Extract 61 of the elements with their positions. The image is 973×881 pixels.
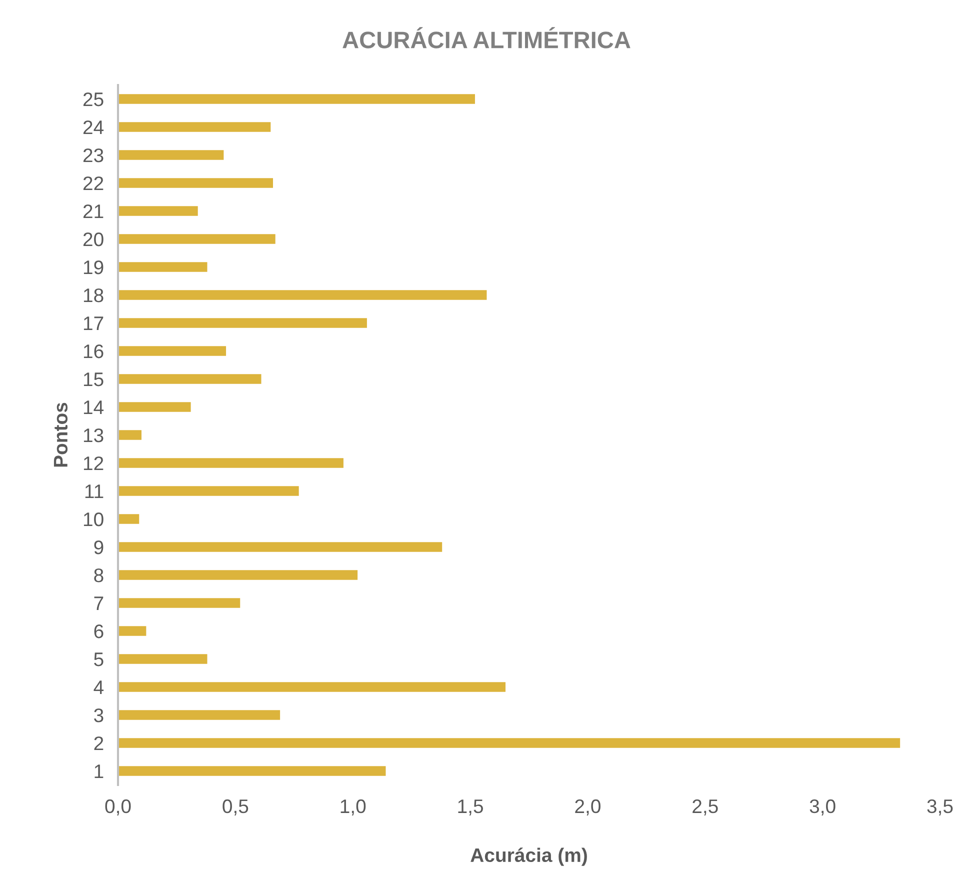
x-tick-label: 2,5 (692, 799, 718, 816)
y-tick-label: 11 (85, 484, 104, 498)
x-tick-label: 1,0 (340, 799, 366, 816)
x-tick-label: 0,0 (105, 799, 131, 816)
y-tick-label: 17 (84, 316, 104, 330)
x-tick-label: 1,5 (458, 800, 483, 816)
bar (118, 150, 224, 160)
y-tick-label: 21 (83, 204, 104, 218)
y-axis-title: Pontos (54, 402, 68, 467)
x-tick-label: 2,0 (575, 799, 600, 816)
bar (118, 346, 226, 356)
y-tick-label: 7 (94, 596, 104, 610)
y-tick-label: 23 (83, 148, 104, 162)
bar (118, 290, 487, 300)
bar (118, 402, 191, 412)
bar (118, 206, 198, 216)
bar (118, 654, 208, 664)
y-tick-label: 24 (83, 120, 104, 134)
bar (118, 598, 240, 608)
y-tick-label: 12 (84, 456, 104, 470)
bar (118, 374, 262, 384)
y-tick-label: 8 (94, 568, 104, 582)
y-tick-label: 3 (94, 708, 104, 722)
y-tick-label: 16 (84, 344, 104, 358)
y-tick-label: 15 (84, 372, 104, 386)
y-tick-label: 13 (84, 428, 104, 442)
bar (118, 430, 142, 440)
y-tick-label: 25 (83, 92, 104, 106)
bar (118, 766, 386, 776)
bar (118, 122, 271, 132)
y-tick-label: 22 (83, 176, 104, 190)
x-tick-label: 3,0 (810, 799, 836, 816)
x-tick-label: 0,5 (222, 799, 248, 816)
bar (118, 570, 358, 580)
y-tick-label: 6 (94, 624, 104, 638)
y-tick-label: 1 (94, 764, 104, 778)
bar (118, 738, 900, 748)
bar (118, 318, 367, 328)
bar (118, 710, 280, 720)
bar (118, 178, 274, 188)
y-tick-label: 5 (94, 652, 104, 666)
y-tick-label: 19 (84, 260, 104, 274)
y-tick-label: 9 (94, 540, 104, 554)
bar (118, 234, 276, 244)
chart-title: ACURÁCIA ALTIMÉTRICA (342, 27, 630, 48)
y-tick-label: 18 (84, 288, 104, 302)
bar (118, 458, 344, 468)
bar (118, 514, 140, 524)
y-tick-label: 2 (94, 736, 104, 750)
bar (118, 262, 208, 272)
bar (118, 542, 442, 552)
y-tick-label: 4 (94, 680, 104, 694)
bar (118, 626, 146, 636)
y-tick-label: 20 (83, 232, 104, 246)
bar (118, 486, 299, 496)
bar (118, 682, 506, 692)
x-axis-title: Acurácia (m) (470, 848, 587, 866)
y-tick-label: 14 (84, 400, 104, 414)
y-tick-label: 10 (84, 512, 104, 526)
x-tick-label: 3,5 (927, 799, 953, 816)
bar (118, 94, 475, 104)
